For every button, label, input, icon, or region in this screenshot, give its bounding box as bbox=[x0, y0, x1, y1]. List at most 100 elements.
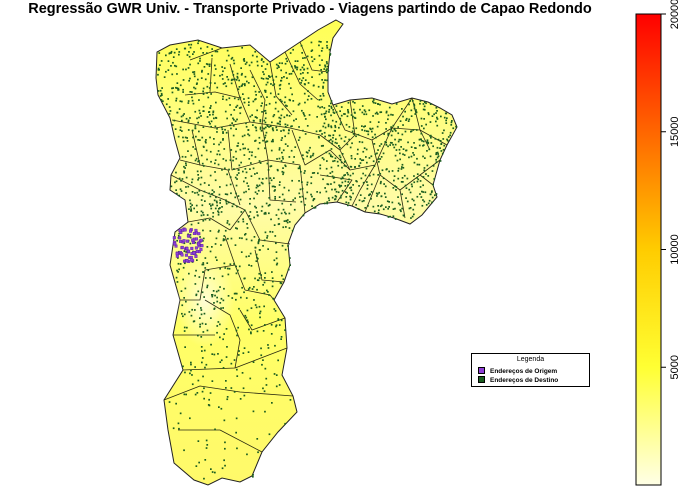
destination-point bbox=[197, 40, 200, 42]
destination-point bbox=[405, 119, 407, 121]
destination-point bbox=[270, 165, 273, 167]
destination-point bbox=[264, 89, 267, 92]
destination-point bbox=[282, 278, 285, 281]
destination-point bbox=[172, 427, 175, 430]
destination-point bbox=[363, 147, 366, 149]
destination-point bbox=[334, 126, 337, 129]
destination-point bbox=[277, 122, 280, 125]
destination-point bbox=[347, 101, 350, 104]
destination-point bbox=[339, 156, 342, 159]
destination-point bbox=[233, 263, 235, 265]
destination-point bbox=[236, 104, 239, 107]
destination-point bbox=[237, 354, 240, 356]
destination-point bbox=[370, 183, 373, 186]
destination-point bbox=[210, 317, 212, 319]
destination-point bbox=[213, 308, 216, 310]
destination-point bbox=[197, 290, 200, 293]
destination-point bbox=[412, 208, 415, 211]
destination-point bbox=[195, 157, 198, 160]
destination-point bbox=[289, 399, 292, 401]
destination-point bbox=[423, 167, 426, 169]
destination-point bbox=[319, 191, 321, 194]
destination-point bbox=[330, 155, 332, 158]
destination-point bbox=[179, 412, 182, 415]
destination-point bbox=[189, 46, 192, 49]
destination-point bbox=[367, 205, 369, 207]
destination-point bbox=[231, 297, 234, 299]
destination-point bbox=[261, 111, 263, 113]
destination-point bbox=[254, 173, 256, 175]
destination-point bbox=[328, 152, 331, 155]
destination-point bbox=[252, 474, 254, 476]
destination-point bbox=[349, 146, 352, 149]
destination-point bbox=[239, 112, 242, 115]
destination-point bbox=[262, 330, 265, 332]
destination-point bbox=[201, 162, 204, 165]
destination-point bbox=[382, 177, 385, 180]
destination-point bbox=[281, 244, 284, 247]
destination-point bbox=[287, 245, 289, 247]
destination-point bbox=[217, 150, 220, 152]
destination-point bbox=[241, 83, 244, 85]
destination-point bbox=[173, 119, 176, 122]
destination-point bbox=[306, 152, 309, 154]
destination-point bbox=[217, 211, 220, 214]
destination-point bbox=[284, 62, 287, 65]
destination-point bbox=[266, 235, 269, 237]
destination-point bbox=[423, 105, 426, 108]
destination-point bbox=[256, 60, 259, 63]
destination-point bbox=[230, 362, 233, 365]
destination-point bbox=[320, 41, 322, 43]
destination-point bbox=[354, 117, 357, 119]
destination-point bbox=[207, 63, 209, 66]
destination-point bbox=[264, 68, 267, 70]
destination-point bbox=[214, 171, 216, 173]
destination-point bbox=[372, 99, 375, 101]
destination-point bbox=[237, 195, 240, 197]
destination-point bbox=[176, 87, 178, 89]
destination-point bbox=[291, 179, 293, 182]
destination-point bbox=[211, 353, 214, 355]
destination-point bbox=[323, 202, 326, 205]
destination-point bbox=[280, 139, 283, 141]
destination-point bbox=[242, 170, 244, 173]
destination-point bbox=[197, 178, 199, 181]
destination-point bbox=[248, 328, 250, 331]
destination-point bbox=[236, 75, 239, 78]
destination-point bbox=[284, 329, 286, 331]
destination-point bbox=[387, 132, 390, 135]
destination-point bbox=[429, 121, 432, 123]
destination-point bbox=[326, 174, 329, 177]
destination-point bbox=[188, 208, 190, 210]
destination-point bbox=[286, 60, 288, 63]
destination-point bbox=[412, 199, 415, 202]
destination-point bbox=[349, 174, 352, 177]
destination-point bbox=[249, 211, 252, 213]
destination-point bbox=[204, 257, 207, 259]
destination-point bbox=[246, 182, 248, 185]
destination-point bbox=[159, 95, 162, 97]
destination-point bbox=[277, 110, 280, 113]
destination-point bbox=[447, 136, 450, 138]
destination-point bbox=[324, 112, 327, 115]
destination-point bbox=[321, 59, 323, 61]
destination-point bbox=[311, 195, 313, 198]
destination-point bbox=[242, 58, 245, 61]
destination-point bbox=[318, 44, 320, 47]
destination-point bbox=[282, 171, 285, 174]
destination-point bbox=[159, 89, 162, 92]
destination-point bbox=[219, 323, 221, 326]
destination-point bbox=[204, 459, 207, 461]
destination-point bbox=[291, 229, 294, 232]
destination-point bbox=[402, 153, 404, 156]
destination-point bbox=[280, 69, 282, 72]
destination-point bbox=[332, 134, 335, 136]
destination-point bbox=[436, 110, 438, 112]
destination-point bbox=[250, 324, 253, 327]
destination-point bbox=[202, 145, 205, 148]
destination-point bbox=[254, 246, 257, 249]
destination-point bbox=[246, 319, 249, 322]
destination-point bbox=[403, 174, 406, 177]
destination-point bbox=[168, 106, 171, 108]
destination-point bbox=[339, 196, 342, 199]
